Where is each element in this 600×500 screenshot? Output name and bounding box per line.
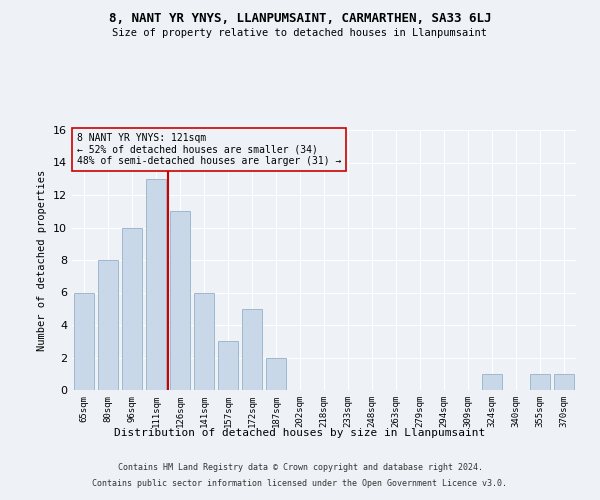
Bar	[98, 260, 118, 390]
Y-axis label: Number of detached properties: Number of detached properties	[37, 170, 47, 350]
Bar	[530, 374, 550, 390]
Text: Distribution of detached houses by size in Llanpumsaint: Distribution of detached houses by size …	[115, 428, 485, 438]
Bar	[74, 292, 94, 390]
Bar	[194, 292, 214, 390]
Bar	[170, 211, 190, 390]
Bar	[242, 308, 262, 390]
Text: Contains HM Land Registry data © Crown copyright and database right 2024.: Contains HM Land Registry data © Crown c…	[118, 464, 482, 472]
Text: 8, NANT YR YNYS, LLANPUMSAINT, CARMARTHEN, SA33 6LJ: 8, NANT YR YNYS, LLANPUMSAINT, CARMARTHE…	[109, 12, 491, 26]
Bar	[482, 374, 502, 390]
Bar	[146, 179, 166, 390]
Text: Size of property relative to detached houses in Llanpumsaint: Size of property relative to detached ho…	[113, 28, 487, 38]
Text: Contains public sector information licensed under the Open Government Licence v3: Contains public sector information licen…	[92, 478, 508, 488]
Bar	[218, 341, 238, 390]
Text: 8 NANT YR YNYS: 121sqm
← 52% of detached houses are smaller (34)
48% of semi-det: 8 NANT YR YNYS: 121sqm ← 52% of detached…	[77, 132, 341, 166]
Bar	[266, 358, 286, 390]
Bar	[122, 228, 142, 390]
Bar	[554, 374, 574, 390]
